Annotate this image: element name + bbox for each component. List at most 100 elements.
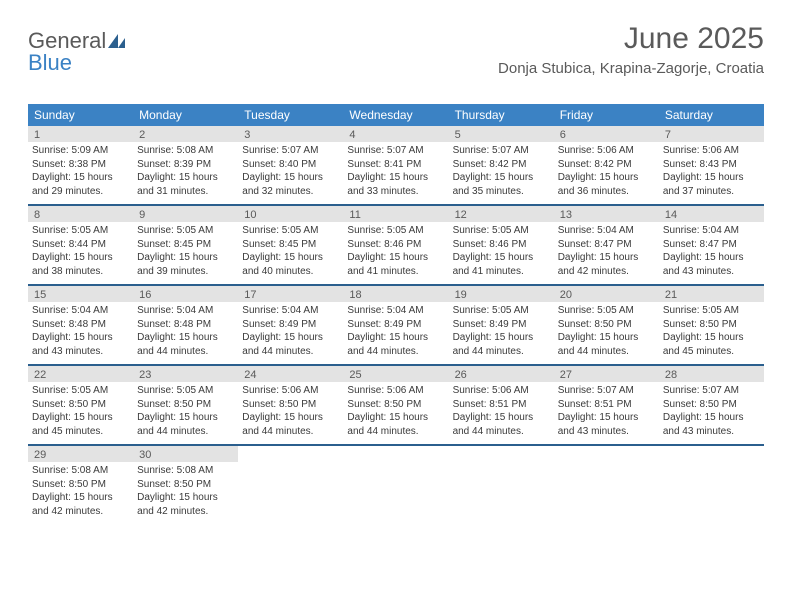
sunrise-text: Sunrise: 5:07 AM [663, 384, 760, 398]
day-body: Sunrise: 5:06 AMSunset: 8:42 PMDaylight:… [554, 142, 659, 204]
day-cell: 11Sunrise: 5:05 AMSunset: 8:46 PMDayligh… [343, 206, 448, 284]
day-number: 9 [133, 206, 238, 222]
sunset-text: Sunset: 8:50 PM [32, 398, 129, 412]
day-number: 30 [133, 446, 238, 462]
day-number: 15 [28, 286, 133, 302]
day-number [238, 446, 343, 462]
sunset-text: Sunset: 8:47 PM [663, 238, 760, 252]
daylight-text: Daylight: 15 hours and 43 minutes. [663, 251, 760, 278]
day-cell: 7Sunrise: 5:06 AMSunset: 8:43 PMDaylight… [659, 126, 764, 204]
day-body: Sunrise: 5:05 AMSunset: 8:45 PMDaylight:… [238, 222, 343, 284]
sunrise-text: Sunrise: 5:05 AM [32, 224, 129, 238]
sunrise-text: Sunrise: 5:05 AM [663, 304, 760, 318]
day-cell: 9Sunrise: 5:05 AMSunset: 8:45 PMDaylight… [133, 206, 238, 284]
daylight-text: Daylight: 15 hours and 29 minutes. [32, 171, 129, 198]
weekday-header: Wednesday [343, 104, 448, 126]
week-row: 29Sunrise: 5:08 AMSunset: 8:50 PMDayligh… [28, 446, 764, 524]
day-body: Sunrise: 5:07 AMSunset: 8:40 PMDaylight:… [238, 142, 343, 204]
day-body [449, 462, 554, 520]
daylight-text: Daylight: 15 hours and 42 minutes. [137, 491, 234, 518]
daylight-text: Daylight: 15 hours and 43 minutes. [558, 411, 655, 438]
day-body [554, 462, 659, 520]
weekday-header: Friday [554, 104, 659, 126]
day-number: 4 [343, 126, 448, 142]
day-cell: 8Sunrise: 5:05 AMSunset: 8:44 PMDaylight… [28, 206, 133, 284]
day-number [554, 446, 659, 462]
day-cell [343, 446, 448, 524]
day-cell: 5Sunrise: 5:07 AMSunset: 8:42 PMDaylight… [449, 126, 554, 204]
day-number: 7 [659, 126, 764, 142]
sunrise-text: Sunrise: 5:05 AM [558, 304, 655, 318]
day-body: Sunrise: 5:04 AMSunset: 8:48 PMDaylight:… [28, 302, 133, 364]
day-cell: 1Sunrise: 5:09 AMSunset: 8:38 PMDaylight… [28, 126, 133, 204]
day-cell: 22Sunrise: 5:05 AMSunset: 8:50 PMDayligh… [28, 366, 133, 444]
day-cell: 17Sunrise: 5:04 AMSunset: 8:49 PMDayligh… [238, 286, 343, 364]
sunset-text: Sunset: 8:50 PM [663, 318, 760, 332]
day-body: Sunrise: 5:04 AMSunset: 8:48 PMDaylight:… [133, 302, 238, 364]
daylight-text: Daylight: 15 hours and 43 minutes. [32, 331, 129, 358]
day-cell: 26Sunrise: 5:06 AMSunset: 8:51 PMDayligh… [449, 366, 554, 444]
day-number: 18 [343, 286, 448, 302]
daylight-text: Daylight: 15 hours and 42 minutes. [32, 491, 129, 518]
daylight-text: Daylight: 15 hours and 43 minutes. [663, 411, 760, 438]
weekday-header: Thursday [449, 104, 554, 126]
sunset-text: Sunset: 8:46 PM [453, 238, 550, 252]
day-number [659, 446, 764, 462]
logo: General Blue [28, 30, 125, 74]
daylight-text: Daylight: 15 hours and 44 minutes. [347, 411, 444, 438]
day-cell: 19Sunrise: 5:05 AMSunset: 8:49 PMDayligh… [449, 286, 554, 364]
sunset-text: Sunset: 8:50 PM [242, 398, 339, 412]
day-body: Sunrise: 5:06 AMSunset: 8:51 PMDaylight:… [449, 382, 554, 444]
day-cell: 24Sunrise: 5:06 AMSunset: 8:50 PMDayligh… [238, 366, 343, 444]
day-cell: 15Sunrise: 5:04 AMSunset: 8:48 PMDayligh… [28, 286, 133, 364]
day-body: Sunrise: 5:07 AMSunset: 8:51 PMDaylight:… [554, 382, 659, 444]
sunset-text: Sunset: 8:41 PM [347, 158, 444, 172]
sunrise-text: Sunrise: 5:08 AM [32, 464, 129, 478]
day-number: 12 [449, 206, 554, 222]
day-number: 11 [343, 206, 448, 222]
day-cell: 6Sunrise: 5:06 AMSunset: 8:42 PMDaylight… [554, 126, 659, 204]
day-cell [659, 446, 764, 524]
sunrise-text: Sunrise: 5:06 AM [558, 144, 655, 158]
sunset-text: Sunset: 8:40 PM [242, 158, 339, 172]
sunrise-text: Sunrise: 5:08 AM [137, 464, 234, 478]
day-number: 1 [28, 126, 133, 142]
day-number [449, 446, 554, 462]
sunset-text: Sunset: 8:46 PM [347, 238, 444, 252]
day-cell: 28Sunrise: 5:07 AMSunset: 8:50 PMDayligh… [659, 366, 764, 444]
logo-triangle-icon-2 [118, 38, 125, 48]
week-row: 8Sunrise: 5:05 AMSunset: 8:44 PMDaylight… [28, 206, 764, 286]
daylight-text: Daylight: 15 hours and 41 minutes. [453, 251, 550, 278]
day-body: Sunrise: 5:05 AMSunset: 8:44 PMDaylight:… [28, 222, 133, 284]
day-cell [449, 446, 554, 524]
sunset-text: Sunset: 8:45 PM [242, 238, 339, 252]
day-number: 22 [28, 366, 133, 382]
day-body: Sunrise: 5:05 AMSunset: 8:46 PMDaylight:… [343, 222, 448, 284]
day-body: Sunrise: 5:08 AMSunset: 8:50 PMDaylight:… [28, 462, 133, 524]
sunrise-text: Sunrise: 5:07 AM [453, 144, 550, 158]
day-body: Sunrise: 5:07 AMSunset: 8:50 PMDaylight:… [659, 382, 764, 444]
sunrise-text: Sunrise: 5:04 AM [137, 304, 234, 318]
day-body [659, 462, 764, 520]
daylight-text: Daylight: 15 hours and 44 minutes. [453, 411, 550, 438]
day-cell [238, 446, 343, 524]
sunrise-text: Sunrise: 5:05 AM [453, 304, 550, 318]
sunrise-text: Sunrise: 5:04 AM [242, 304, 339, 318]
sunset-text: Sunset: 8:51 PM [453, 398, 550, 412]
sunrise-text: Sunrise: 5:05 AM [347, 224, 444, 238]
weekday-header: Saturday [659, 104, 764, 126]
day-number: 2 [133, 126, 238, 142]
day-cell: 16Sunrise: 5:04 AMSunset: 8:48 PMDayligh… [133, 286, 238, 364]
day-body [238, 462, 343, 520]
daylight-text: Daylight: 15 hours and 44 minutes. [242, 331, 339, 358]
day-body: Sunrise: 5:05 AMSunset: 8:50 PMDaylight:… [133, 382, 238, 444]
sunset-text: Sunset: 8:51 PM [558, 398, 655, 412]
sunset-text: Sunset: 8:49 PM [242, 318, 339, 332]
sunrise-text: Sunrise: 5:07 AM [242, 144, 339, 158]
weekday-header: Tuesday [238, 104, 343, 126]
sunrise-text: Sunrise: 5:09 AM [32, 144, 129, 158]
day-body: Sunrise: 5:07 AMSunset: 8:42 PMDaylight:… [449, 142, 554, 204]
day-cell: 20Sunrise: 5:05 AMSunset: 8:50 PMDayligh… [554, 286, 659, 364]
sunrise-text: Sunrise: 5:07 AM [558, 384, 655, 398]
sunrise-text: Sunrise: 5:06 AM [663, 144, 760, 158]
